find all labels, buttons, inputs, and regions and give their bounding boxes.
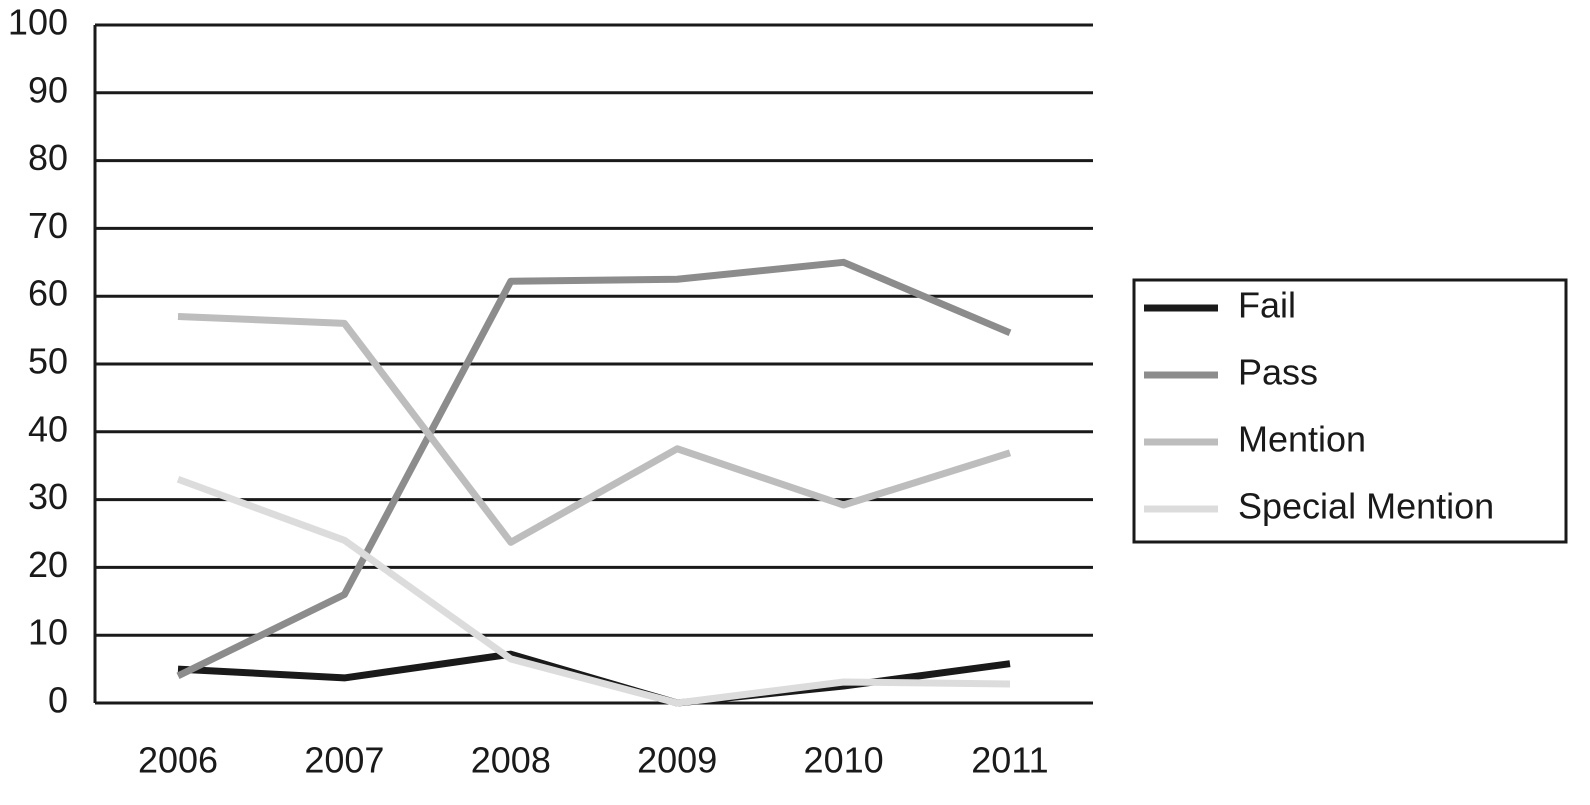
y-tick-label: 90 — [28, 69, 68, 110]
series-line — [177, 313, 1012, 546]
legend-box — [1132, 278, 1568, 544]
legend-label: Fail — [1238, 285, 1296, 326]
y-tick-label: 100 — [8, 2, 68, 43]
x-tick-label: 2007 — [304, 740, 384, 781]
x-tick-label: 2006 — [138, 740, 218, 781]
x-tick-label: 2009 — [637, 740, 717, 781]
x-tick-label: 2010 — [804, 740, 884, 781]
series-line — [176, 475, 1011, 707]
y-tick-label: 10 — [28, 612, 68, 653]
y-tick-label: 70 — [28, 205, 68, 246]
y-tick-label: 60 — [28, 273, 68, 314]
x-tick-label: 2011 — [971, 740, 1048, 781]
y-tick-label: 0 — [48, 680, 68, 721]
y-tick-label: 40 — [28, 408, 68, 449]
y-tick-label: 20 — [28, 544, 68, 585]
y-tick-label: 80 — [28, 137, 68, 178]
legend-label: Special Mention — [1238, 486, 1494, 527]
y-tick-label: 50 — [28, 341, 68, 382]
series-line — [176, 258, 1012, 680]
legend-label: Pass — [1238, 352, 1318, 393]
legend-label: Mention — [1238, 419, 1366, 460]
y-tick-label: 30 — [28, 476, 68, 517]
x-tick-label: 2008 — [471, 740, 551, 781]
